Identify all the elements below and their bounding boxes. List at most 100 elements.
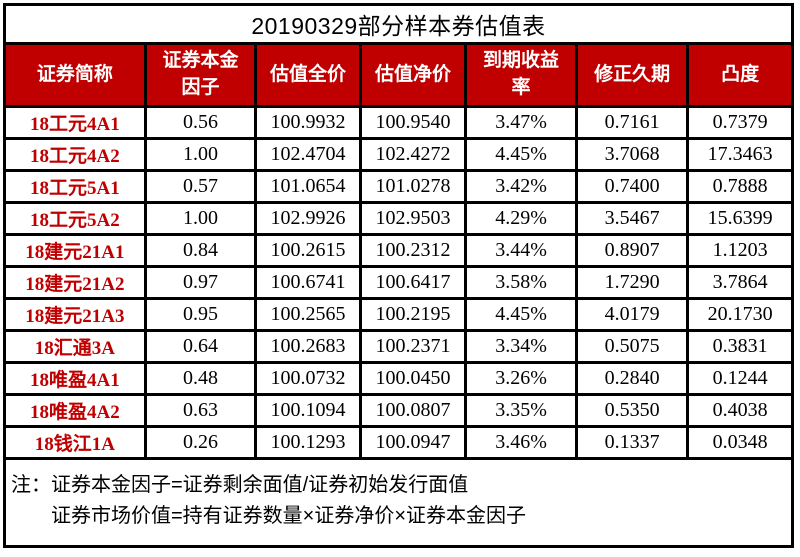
column-header-0: 证券简称: [3, 42, 147, 108]
notes-row: 注：证券本金因子=证券剩余面值/证券初始发行面值 证券市场价值=持有证券数量×证…: [3, 457, 794, 548]
value-cell: 0.95: [143, 297, 258, 332]
value-cell: 0.5350: [574, 393, 690, 428]
table-row: 18唯盈4A2 0.63 100.1094 100.0807 3.35% 0.5350 0.…: [3, 393, 794, 428]
value-cell: 0.3831: [686, 329, 794, 364]
valuation-sheet: 20190329部分样本券估值表 证券简称 证券本金 因子 估值全价 估值净价 到期收益…: [3, 3, 794, 548]
value-cell: 3.47%: [464, 105, 578, 140]
column-header-3: 估值净价: [358, 42, 468, 108]
value-cell: 0.97: [143, 265, 258, 300]
valuation-table: 20190329部分样本券估值表 证券简称 证券本金 因子 估值全价 估值净价 到期收益…: [3, 3, 794, 548]
value-cell: 100.6741: [254, 265, 362, 300]
value-cell: 100.2683: [254, 329, 362, 364]
value-cell: 20.1730: [686, 297, 794, 332]
value-cell: 102.9926: [254, 201, 362, 236]
value-cell: 101.0278: [358, 169, 468, 204]
table-row: 18汇通3A 0.64 100.2683 100.2371 3.34% 0.5075 0.3…: [3, 329, 794, 364]
security-name: 18钱江1A: [3, 425, 147, 460]
security-name: 18建元21A3: [3, 297, 147, 332]
table-title: 20190329部分样本券估值表: [3, 3, 794, 45]
value-cell: 0.56: [143, 105, 258, 140]
value-cell: 0.7379: [686, 105, 794, 140]
column-header-2: 估值全价: [254, 42, 362, 108]
value-cell: 0.64: [143, 329, 258, 364]
value-cell: 100.2312: [358, 233, 468, 268]
value-cell: 102.9503: [358, 201, 468, 236]
value-cell: 3.7864: [686, 265, 794, 300]
table-row: 18建元21A1 0.84 100.2615 100.2312 3.44% 0.8907 1…: [3, 233, 794, 268]
value-cell: 100.9540: [358, 105, 468, 140]
value-cell: 3.34%: [464, 329, 578, 364]
value-cell: 0.26: [143, 425, 258, 460]
value-cell: 0.63: [143, 393, 258, 428]
value-cell: 100.0732: [254, 361, 362, 396]
column-header-5: 修正久期: [574, 42, 690, 108]
table-row: 18工元4A1 0.56 100.9932 100.9540 3.47% 0.7161 0.…: [3, 105, 794, 140]
value-cell: 0.4038: [686, 393, 794, 428]
value-cell: 100.0807: [358, 393, 468, 428]
notes-cell: 注：证券本金因子=证券剩余面值/证券初始发行面值 证券市场价值=持有证券数量×证…: [3, 457, 794, 548]
value-cell: 100.0947: [358, 425, 468, 460]
value-cell: 0.7161: [574, 105, 690, 140]
value-cell: 100.1094: [254, 393, 362, 428]
value-cell: 3.26%: [464, 361, 578, 396]
value-cell: 0.1244: [686, 361, 794, 396]
value-cell: 3.44%: [464, 233, 578, 268]
value-cell: 1.00: [143, 137, 258, 172]
value-cell: 3.5467: [574, 201, 690, 236]
note-line-1: 注：证券本金因子=证券剩余面值/证券初始发行面值: [11, 474, 469, 496]
column-header-6: 凸度: [686, 42, 794, 108]
value-cell: 0.1337: [574, 425, 690, 460]
value-cell: 100.1293: [254, 425, 362, 460]
value-cell: 1.7290: [574, 265, 690, 300]
note-line-2: 证券市场价值=持有证券数量×证券净价×证券本金因子: [51, 505, 527, 527]
value-cell: 102.4272: [358, 137, 468, 172]
value-cell: 100.2565: [254, 297, 362, 332]
column-header-4: 到期收益 率: [464, 42, 578, 108]
value-cell: 4.29%: [464, 201, 578, 236]
value-cell: 4.45%: [464, 297, 578, 332]
value-cell: 3.35%: [464, 393, 578, 428]
table-row: 18工元5A1 0.57 101.0654 101.0278 3.42% 0.7400 0.…: [3, 169, 794, 204]
table-body: 18工元4A1 0.56 100.9932 100.9540 3.47% 0.7161 0.…: [3, 105, 794, 460]
value-cell: 101.0654: [254, 169, 362, 204]
security-name: 18工元4A1: [3, 105, 147, 140]
security-name: 18建元21A2: [3, 265, 147, 300]
security-name: 18汇通3A: [3, 329, 147, 364]
security-name: 18工元5A1: [3, 169, 147, 204]
value-cell: 100.9932: [254, 105, 362, 140]
table-row: 18建元21A3 0.95 100.2565 100.2195 4.45% 4.0179 2…: [3, 297, 794, 332]
table-row: 18钱江1A 0.26 100.1293 100.0947 3.46% 0.1337 0.0…: [3, 425, 794, 460]
value-cell: 3.58%: [464, 265, 578, 300]
title-row: 20190329部分样本券估值表: [3, 3, 794, 45]
value-cell: 0.0348: [686, 425, 794, 460]
value-cell: 0.2840: [574, 361, 690, 396]
value-cell: 100.0450: [358, 361, 468, 396]
table-row: 18建元21A2 0.97 100.6741 100.6417 3.58% 1.7290 3…: [3, 265, 794, 300]
value-cell: 100.6417: [358, 265, 468, 300]
value-cell: 0.5075: [574, 329, 690, 364]
value-cell: 0.7400: [574, 169, 690, 204]
value-cell: 0.48: [143, 361, 258, 396]
value-cell: 100.2615: [254, 233, 362, 268]
column-header-1: 证券本金 因子: [143, 42, 258, 108]
table-row: 18唯盈4A1 0.48 100.0732 100.0450 3.26% 0.2840 0.…: [3, 361, 794, 396]
security-name: 18工元4A2: [3, 137, 147, 172]
value-cell: 100.2371: [358, 329, 468, 364]
table-row: 18工元5A2 1.00 102.9926 102.9503 4.29% 3.5467 15…: [3, 201, 794, 236]
value-cell: 4.0179: [574, 297, 690, 332]
value-cell: 0.7888: [686, 169, 794, 204]
security-name: 18工元5A2: [3, 201, 147, 236]
value-cell: 15.6399: [686, 201, 794, 236]
value-cell: 1.00: [143, 201, 258, 236]
value-cell: 1.1203: [686, 233, 794, 268]
security-name: 18唯盈4A2: [3, 393, 147, 428]
value-cell: 0.57: [143, 169, 258, 204]
table-row: 18工元4A2 1.00 102.4704 102.4272 4.45% 3.7068 17…: [3, 137, 794, 172]
security-name: 18唯盈4A1: [3, 361, 147, 396]
value-cell: 3.7068: [574, 137, 690, 172]
value-cell: 4.45%: [464, 137, 578, 172]
value-cell: 100.2195: [358, 297, 468, 332]
security-name: 18建元21A1: [3, 233, 147, 268]
value-cell: 3.42%: [464, 169, 578, 204]
value-cell: 17.3463: [686, 137, 794, 172]
